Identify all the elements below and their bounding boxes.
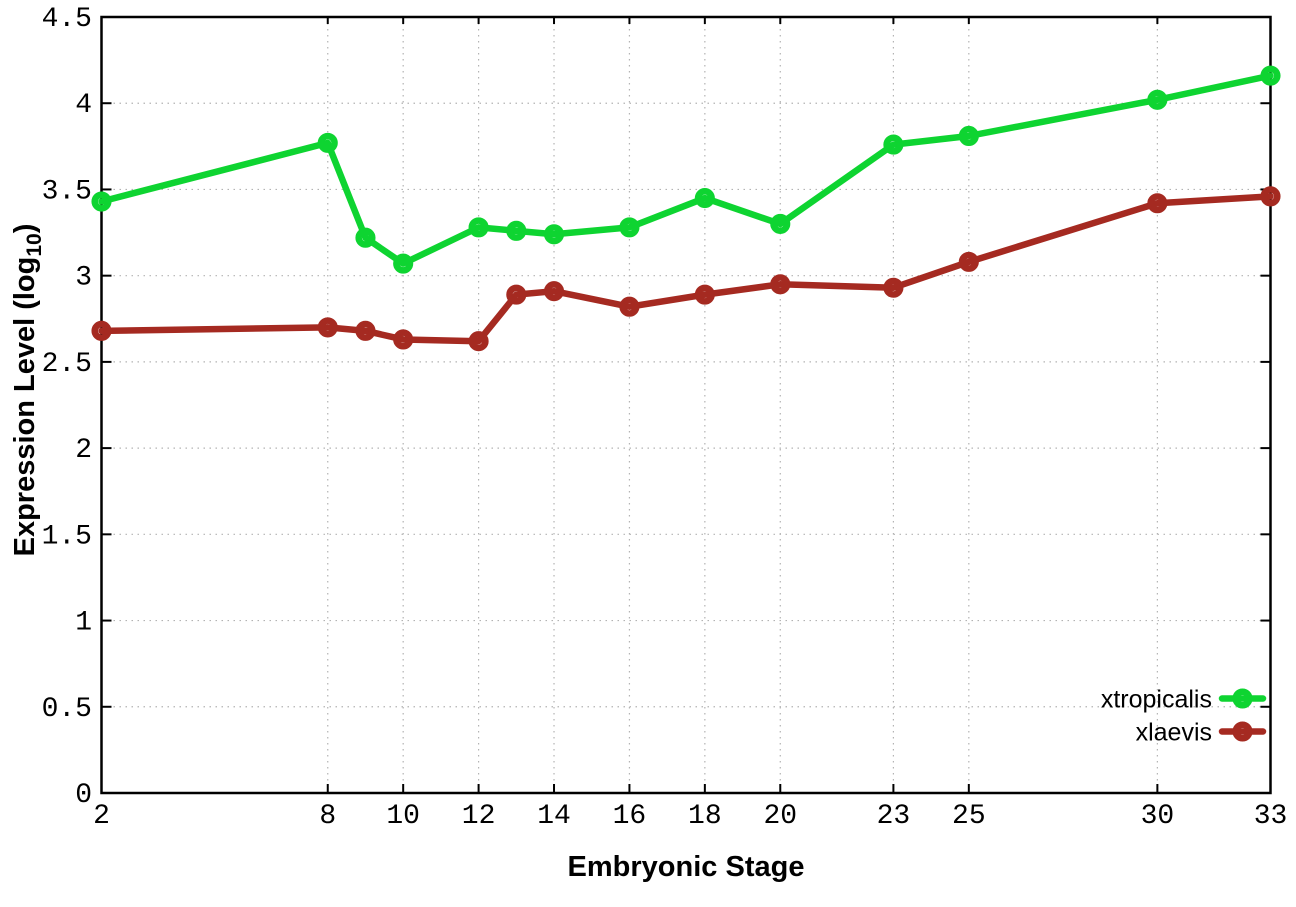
data-point-marker [1260, 65, 1281, 86]
grid-layer [101, 17, 1271, 793]
y-tick-label: 4 [75, 90, 92, 121]
data-point-marker [91, 191, 112, 212]
y-tick-label: 1.5 [42, 521, 92, 552]
legend-label: xlaevis [1136, 719, 1212, 747]
y-tick-label: 2 [75, 435, 92, 466]
y-tick-label: 1 [75, 608, 92, 639]
x-tick-label: 33 [1254, 801, 1288, 832]
series-line-xlaevis [98, 193, 1274, 345]
legend-marker-icon [1232, 688, 1253, 709]
axis-frame [100, 15, 1272, 795]
y-tick-label: 4.5 [42, 4, 92, 35]
y-tick-label: 2.5 [42, 349, 92, 380]
legend-entry-xlaevis: xlaevis [1136, 719, 1267, 747]
data-point-marker [694, 284, 715, 305]
data-point-marker [770, 213, 791, 234]
x-axis-title: Embryonic Stage [568, 851, 805, 883]
data-point-marker [506, 284, 527, 305]
data-point-marker [355, 227, 376, 248]
y-tick-label: 0.5 [42, 694, 92, 725]
y-tick-label: 0 [75, 780, 92, 811]
y-tick-label: 3 [75, 263, 92, 294]
data-point-marker [1147, 89, 1168, 110]
legend-label: xtropicalis [1101, 686, 1212, 714]
data-point-marker [91, 320, 112, 341]
data-point-marker [770, 274, 791, 295]
series-xtropicalis [91, 65, 1281, 274]
data-point-marker [393, 253, 414, 274]
x-tick-label: 30 [1141, 801, 1175, 832]
legend-marker-icon [1232, 721, 1253, 742]
data-point-marker [619, 296, 640, 317]
data-point-marker [468, 331, 489, 352]
data-point-marker [883, 277, 904, 298]
data-point-marker [543, 281, 565, 302]
x-tick-label: 8 [319, 801, 336, 832]
x-tick-label: 25 [952, 801, 986, 832]
y-axis-title-subscript: 10 [23, 233, 46, 256]
x-tick-label: 14 [537, 801, 571, 832]
data-point-marker [543, 224, 565, 245]
x-tick-label: 23 [877, 801, 911, 832]
data-point-marker [317, 317, 338, 338]
series-layer [91, 65, 1281, 352]
x-tick-label: 16 [613, 801, 647, 832]
legend: xtropicalis xlaevis [1101, 686, 1267, 747]
x-tick-label: 2 [93, 801, 110, 832]
data-point-marker [958, 125, 979, 147]
data-point-marker [317, 132, 338, 153]
y-tick-label: 3.5 [42, 176, 92, 207]
series-line-xtropicalis [98, 72, 1274, 267]
y-axis-title: Expression Level (log10) [9, 224, 46, 557]
series-xlaevis [91, 186, 1281, 352]
plot-border [100, 15, 1272, 795]
y-axis-title-suffix: ) [9, 224, 41, 234]
x-tick-label: 18 [688, 801, 722, 832]
y-axis-title-prefix: Expression Level (log [9, 257, 41, 557]
data-point-marker [958, 251, 979, 272]
data-point-marker [883, 134, 904, 155]
legend-entry-xtropicalis: xtropicalis [1101, 686, 1267, 714]
data-point-marker [468, 217, 489, 238]
tick-label-layer: 2 8 10 12 14 16 18 20 23 25 30 33 0 0.5 1 1.5 2 2.5 3 3.5 4 4… [42, 4, 1288, 832]
x-tick-label: 12 [462, 801, 496, 832]
data-point-marker [1260, 186, 1281, 207]
data-point-marker [1147, 193, 1168, 214]
data-point-marker [619, 217, 640, 238]
data-point-marker [355, 320, 376, 341]
data-point-marker [506, 220, 527, 241]
x-tick-label: 20 [763, 801, 797, 832]
data-point-marker [694, 188, 715, 209]
x-tick-label: 10 [386, 801, 420, 832]
data-point-marker [393, 329, 414, 350]
